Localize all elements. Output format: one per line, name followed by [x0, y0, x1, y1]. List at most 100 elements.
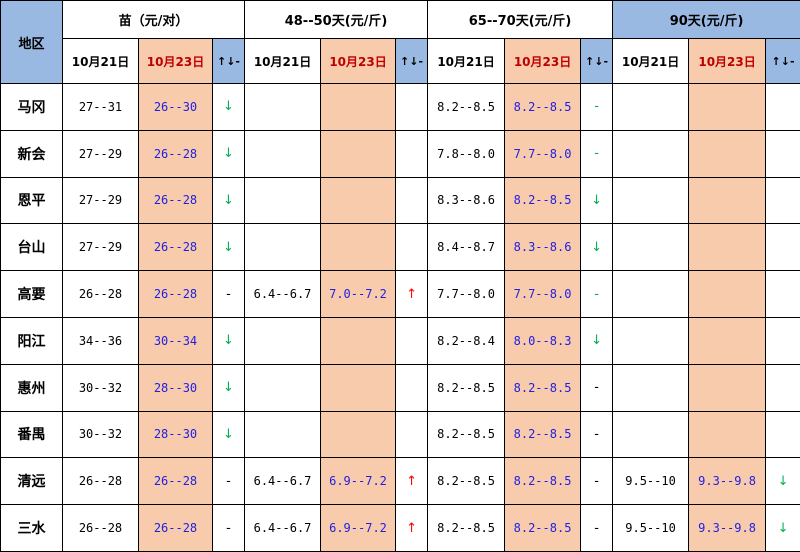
- trend-down-icon: ↓: [581, 177, 613, 224]
- price-oct23-90: [689, 317, 766, 364]
- trend-down-icon: ↓: [766, 458, 800, 505]
- header-date-oct21-65-70: 10月21日: [428, 39, 505, 84]
- price-oct23-seedling: 26--28: [139, 130, 213, 177]
- price-oct23-65-70: 8.3--8.6: [505, 224, 581, 271]
- trend-indicator-48-50: [396, 317, 428, 364]
- price-oct23-seedling: 26--30: [139, 84, 213, 131]
- price-oct21-90: [613, 130, 689, 177]
- header-date-oct23-48-50: 10月23日: [321, 39, 396, 84]
- trend-down-icon: ↓: [213, 130, 245, 177]
- trend-down-icon: ↓: [766, 505, 800, 552]
- trend-down-icon: ↓: [213, 84, 245, 131]
- price-oct23-90: 9.3--9.8: [689, 505, 766, 552]
- price-oct21-90: 9.5--10: [613, 505, 689, 552]
- price-oct21-48-50: [245, 411, 321, 458]
- price-oct23-65-70: 7.7--8.0: [505, 130, 581, 177]
- trend-indicator-48-50: [396, 364, 428, 411]
- price-oct23-65-70: 8.2--8.5: [505, 177, 581, 224]
- trend-flat-icon: -: [581, 411, 613, 458]
- region-name: 恩平: [1, 177, 63, 224]
- header-trend-65-70: ↑↓-: [581, 39, 613, 84]
- price-oct23-90: [689, 364, 766, 411]
- price-oct23-90: [689, 84, 766, 131]
- header-date-oct21-90: 10月21日: [613, 39, 689, 84]
- trend-indicator-48-50: [396, 411, 428, 458]
- trend-indicator-90: [766, 130, 800, 177]
- trend-flat-icon: -: [581, 271, 613, 318]
- price-oct21-48-50: [245, 317, 321, 364]
- price-oct21-48-50: [245, 130, 321, 177]
- price-oct23-48-50: [321, 317, 396, 364]
- price-oct23-48-50: [321, 177, 396, 224]
- trend-flat-icon: -: [581, 364, 613, 411]
- header-region: 地区: [1, 1, 63, 84]
- header-date-oct21-seedling: 10月21日: [63, 39, 139, 84]
- trend-down-icon: ↓: [213, 364, 245, 411]
- trend-indicator-48-50: [396, 130, 428, 177]
- price-oct21-65-70: 7.8--8.0: [428, 130, 505, 177]
- price-oct21-seedling: 26--28: [63, 505, 139, 552]
- header-date-oct21-48-50: 10月21日: [245, 39, 321, 84]
- header-trend-48-50: ↑↓-: [396, 39, 428, 84]
- price-oct21-seedling: 30--32: [63, 411, 139, 458]
- trend-up-icon: ↑: [396, 505, 428, 552]
- price-oct23-seedling: 26--28: [139, 505, 213, 552]
- price-oct21-48-50: [245, 177, 321, 224]
- trend-down-icon: ↓: [213, 411, 245, 458]
- price-oct23-65-70: 8.2--8.5: [505, 505, 581, 552]
- price-oct23-48-50: 7.0--7.2: [321, 271, 396, 318]
- price-oct23-90: 9.3--9.8: [689, 458, 766, 505]
- price-oct23-65-70: 8.2--8.5: [505, 364, 581, 411]
- price-oct23-48-50: [321, 130, 396, 177]
- price-oct21-48-50: 6.4--6.7: [245, 271, 321, 318]
- trend-down-icon: ↓: [581, 224, 613, 271]
- price-oct21-65-70: 8.2--8.5: [428, 84, 505, 131]
- trend-up-icon: ↑: [396, 458, 428, 505]
- price-oct23-seedling: 28--30: [139, 411, 213, 458]
- trend-flat-icon: -: [213, 458, 245, 505]
- trend-indicator-90: [766, 364, 800, 411]
- price-oct23-seedling: 26--28: [139, 177, 213, 224]
- trend-indicator-48-50: [396, 224, 428, 271]
- price-oct23-48-50: [321, 224, 396, 271]
- header-date-oct23-65-70: 10月23日: [505, 39, 581, 84]
- price-oct23-48-50: 6.9--7.2: [321, 458, 396, 505]
- trend-down-icon: ↓: [213, 177, 245, 224]
- price-oct23-90: [689, 271, 766, 318]
- price-oct21-seedling: 27--31: [63, 84, 139, 131]
- price-oct21-seedling: 27--29: [63, 177, 139, 224]
- trend-flat-icon: -: [213, 505, 245, 552]
- header-group-seedling: 苗（元/对）: [63, 1, 245, 39]
- price-oct21-65-70: 8.3--8.6: [428, 177, 505, 224]
- price-oct21-90: [613, 224, 689, 271]
- header-trend-90: ↑↓-: [766, 39, 800, 84]
- price-oct21-90: [613, 177, 689, 224]
- price-oct21-65-70: 8.2--8.5: [428, 505, 505, 552]
- price-oct21-48-50: 6.4--6.7: [245, 505, 321, 552]
- price-oct23-seedling: 28--30: [139, 364, 213, 411]
- price-oct21-seedling: 27--29: [63, 130, 139, 177]
- price-oct23-48-50: [321, 411, 396, 458]
- price-oct21-90: [613, 271, 689, 318]
- trend-indicator-90: [766, 271, 800, 318]
- header-group-48-50: 48--50天(元/斤): [245, 1, 428, 39]
- price-oct23-seedling: 30--34: [139, 317, 213, 364]
- trend-indicator-48-50: [396, 177, 428, 224]
- region-name: 高要: [1, 271, 63, 318]
- price-oct23-90: [689, 224, 766, 271]
- price-oct23-90: [689, 130, 766, 177]
- trend-up-icon: ↑: [396, 271, 428, 318]
- price-oct23-65-70: 8.2--8.5: [505, 84, 581, 131]
- header-group-90: 90天(元/斤): [613, 1, 800, 39]
- price-oct23-48-50: [321, 364, 396, 411]
- price-oct21-65-70: 8.2--8.5: [428, 458, 505, 505]
- trend-flat-icon: -: [581, 84, 613, 131]
- trend-indicator-90: [766, 84, 800, 131]
